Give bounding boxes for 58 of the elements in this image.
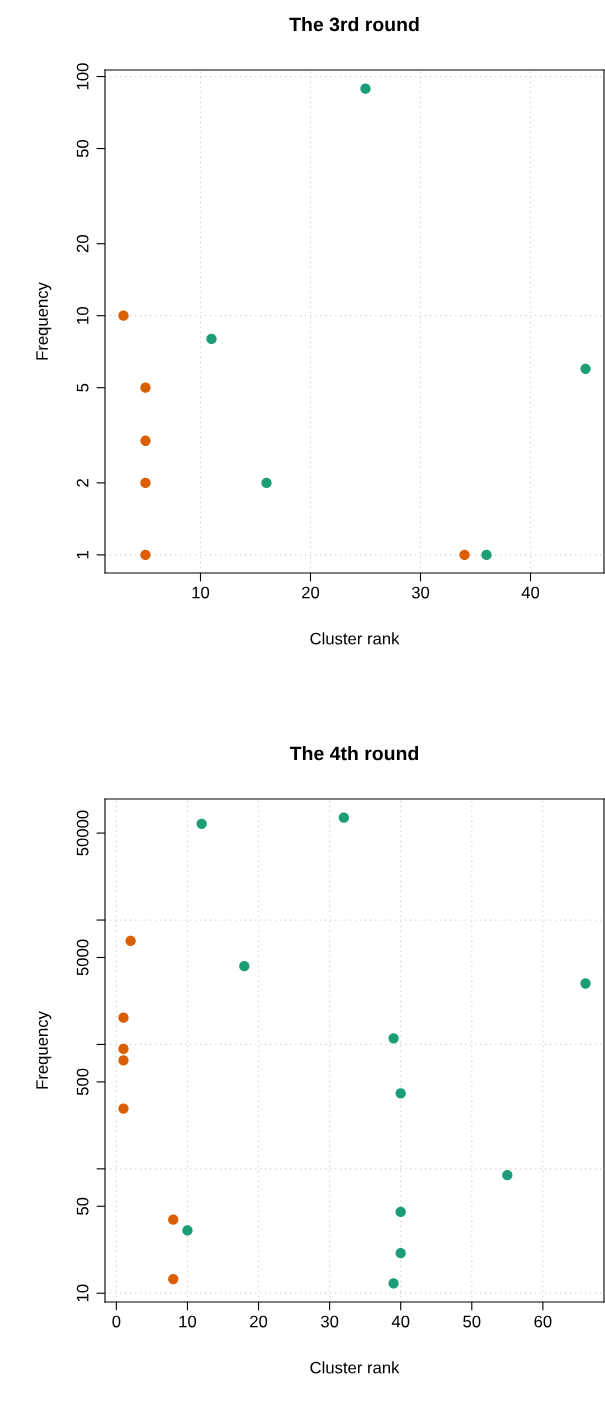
point bbox=[580, 363, 591, 374]
y-tick-label: 100 bbox=[76, 63, 89, 90]
point bbox=[261, 477, 272, 489]
y-axis-title: Frequency bbox=[36, 282, 52, 360]
y-tick-label: 10 bbox=[76, 1284, 89, 1302]
y-tick-label: 5 bbox=[76, 383, 89, 392]
y-tick-label: 10 bbox=[76, 307, 89, 324]
point bbox=[118, 1055, 129, 1066]
point bbox=[360, 83, 371, 94]
point bbox=[481, 549, 492, 561]
point bbox=[118, 310, 129, 321]
point bbox=[338, 812, 349, 823]
y-tick-label: 50000 bbox=[76, 810, 89, 856]
x-tick-label: 10 bbox=[192, 586, 210, 599]
x-tick-label: 30 bbox=[320, 1315, 339, 1328]
y-tick-label: 2 bbox=[76, 479, 89, 487]
point bbox=[395, 1088, 406, 1099]
point bbox=[168, 1214, 179, 1225]
y-tick-label: 500 bbox=[76, 1068, 89, 1096]
y-tick-label: 50 bbox=[76, 1197, 89, 1215]
point bbox=[140, 435, 151, 446]
point bbox=[118, 1012, 129, 1023]
chart-title: The 4th round bbox=[289, 746, 419, 761]
point bbox=[388, 1278, 399, 1289]
x-tick-label: 60 bbox=[534, 1315, 552, 1328]
x-tick-label: 20 bbox=[250, 1315, 268, 1328]
y-tick-label: 20 bbox=[76, 235, 89, 253]
point bbox=[140, 382, 151, 393]
point bbox=[140, 477, 151, 489]
chart-title: The 3rd round bbox=[289, 17, 419, 32]
x-axis-title: Cluster rank bbox=[310, 1361, 400, 1374]
x-tick-label: 40 bbox=[391, 1315, 410, 1328]
point bbox=[395, 1206, 406, 1218]
point bbox=[182, 1225, 193, 1236]
x-tick-label: 30 bbox=[411, 586, 430, 599]
y-tick-label: 5000 bbox=[76, 939, 89, 976]
point bbox=[388, 1033, 399, 1044]
y-tick-label: 50 bbox=[76, 139, 89, 158]
x-tick-label: 50 bbox=[463, 1315, 481, 1328]
point bbox=[239, 961, 250, 972]
y-axis-title: Frequency bbox=[36, 1011, 52, 1089]
x-tick-label: 10 bbox=[179, 1315, 197, 1328]
y-tick-label: 1 bbox=[76, 551, 89, 559]
point bbox=[118, 1103, 129, 1114]
point bbox=[459, 549, 470, 561]
point bbox=[502, 1169, 513, 1181]
x-tick-label: 40 bbox=[521, 586, 540, 599]
x-axis-title: Cluster rank bbox=[310, 632, 400, 645]
point bbox=[125, 935, 136, 947]
point bbox=[580, 978, 591, 989]
point bbox=[196, 818, 207, 829]
x-tick-label: 0 bbox=[112, 1315, 121, 1328]
point bbox=[140, 549, 151, 561]
point bbox=[206, 333, 217, 345]
point bbox=[395, 1247, 406, 1259]
point bbox=[118, 1043, 129, 1055]
point bbox=[168, 1273, 179, 1285]
x-tick-label: 20 bbox=[302, 586, 320, 599]
